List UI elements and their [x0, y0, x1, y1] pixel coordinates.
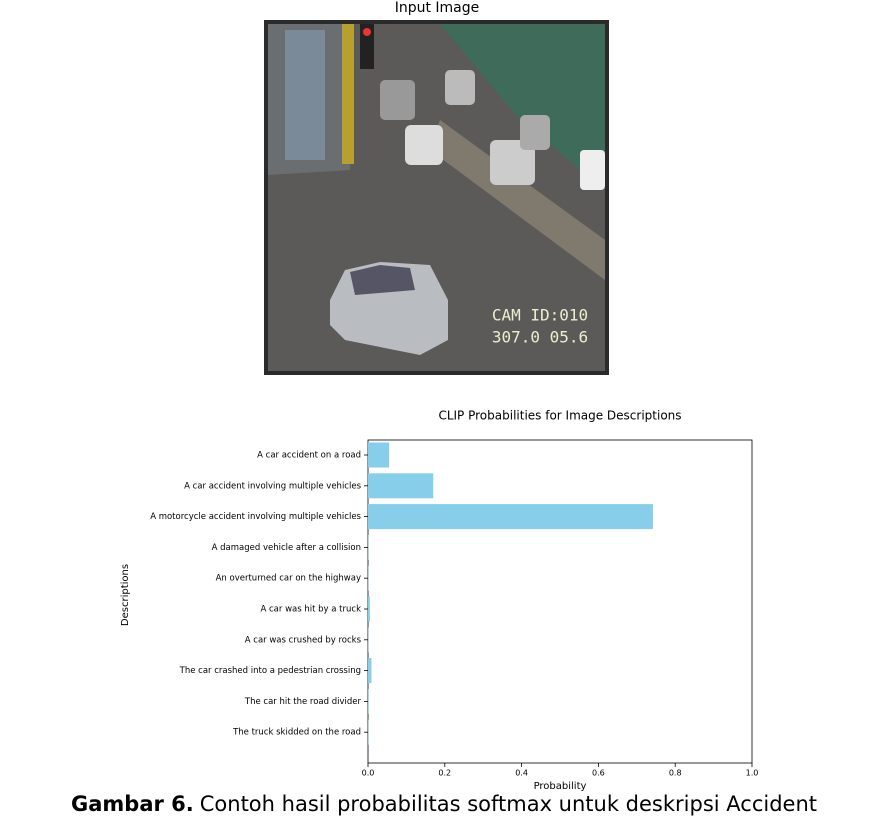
y-tick-label: The car hit the road divider: [244, 697, 362, 707]
y-tick-label: A car was crushed by rocks: [245, 635, 362, 645]
bar: [368, 596, 370, 622]
y-tick-label: The truck skidded on the road: [232, 728, 361, 738]
chart-title: CLIP Probabilities for Image Description…: [438, 409, 681, 423]
x-tick-label: 0.2: [438, 769, 451, 778]
bar: [368, 442, 390, 468]
y-tick-label: A car accident involving multiple vehicl…: [184, 481, 361, 491]
x-tick-label: 0.6: [592, 769, 605, 778]
x-tick-label: 0.8: [669, 769, 682, 778]
y-axis-label: Descriptions: [120, 564, 131, 626]
y-tick-label: A car accident on a road: [257, 451, 361, 461]
y-tick-label: A damaged vehicle after a collision: [212, 543, 361, 553]
caption: Gambar 6. Contoh hasil probabilitas softm…: [71, 792, 817, 816]
image-overlay: CAM ID:010: [492, 306, 588, 325]
y-tick-label: A car was hit by a truck: [260, 605, 361, 615]
image-title: Input Image: [395, 0, 480, 16]
input-image: CAM ID:010 307.0 05.6: [264, 20, 609, 375]
x-tick-label: 0.4: [515, 769, 528, 778]
caption-text: Contoh hasil probabilitas softmax untuk …: [200, 792, 817, 816]
y-tick-label: A motorcycle accident involving multiple…: [150, 512, 361, 522]
bar: [368, 504, 653, 530]
x-tick-label: 0.0: [362, 769, 375, 778]
x-tick-label: 1.0: [746, 769, 759, 778]
x-axis-label: Probability: [534, 781, 587, 792]
bar: [368, 658, 372, 684]
caption-label: Gambar 6.: [71, 792, 194, 816]
image-overlay: 307.0 05.6: [492, 328, 588, 347]
y-tick-label: The car crashed into a pedestrian crossi…: [179, 666, 361, 676]
y-tick-label: An overturned car on the highway: [216, 574, 361, 584]
bar: [368, 473, 434, 499]
bar: [368, 688, 369, 714]
